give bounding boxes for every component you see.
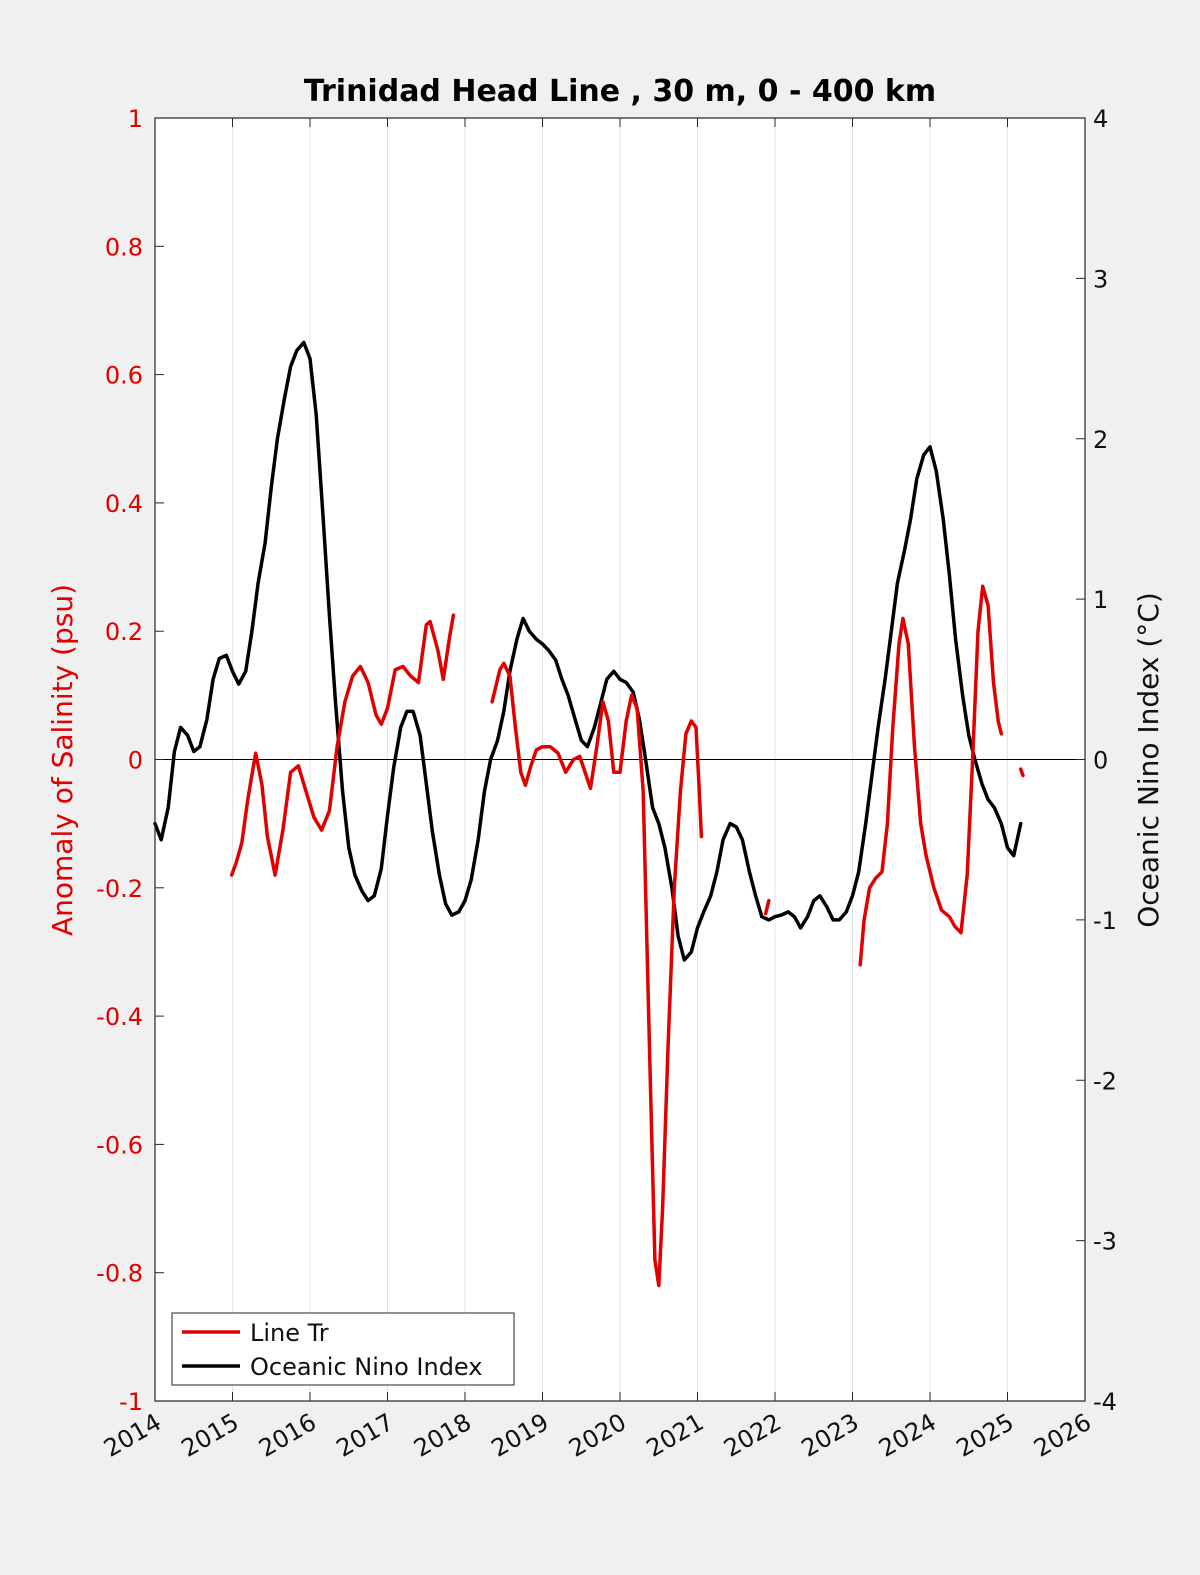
y-right-tick-label: 0	[1093, 747, 1108, 775]
series-line-segment-line-tr	[763, 898, 771, 916]
series-line-segment-line-tr	[1018, 767, 1025, 778]
y-left-tick-label: -0.8	[96, 1260, 143, 1288]
y-left-tick-label: -0.4	[96, 1003, 143, 1031]
legend-box	[171, 1312, 515, 1386]
y-left-tick-label: 0.6	[105, 362, 143, 390]
y-right-tick-label: 2	[1093, 426, 1108, 454]
y-left-tick-label: -0.6	[96, 1131, 143, 1159]
series-line-segment-line-tr	[229, 613, 456, 877]
series-layer	[153, 340, 1025, 1288]
series-line-oceanic-nino-index	[153, 340, 1023, 962]
y-left-tick-label: -0.2	[96, 875, 143, 903]
y-axis-left-label: Anomaly of Salinity (psu)	[46, 584, 79, 936]
y-axis-right-label: Oceanic Nino Index (°C)	[1132, 592, 1165, 928]
y-left-tick-label: 0.8	[105, 233, 143, 261]
y-right-tick-label: 3	[1093, 265, 1108, 293]
y-right-tick-label: 4	[1093, 105, 1108, 133]
y-right-tick-label: -4	[1093, 1388, 1117, 1416]
legend-label-oni: Oceanic Nino Index	[250, 1353, 482, 1381]
y-right-tick-label: -3	[1093, 1228, 1117, 1256]
y-right-tick-label: -2	[1093, 1067, 1117, 1095]
series-line-segment-line-tr	[490, 661, 704, 1288]
series-line-segment-line-tr	[858, 584, 1004, 967]
y-left-tick-label: -1	[119, 1388, 143, 1416]
legend-label-salinity: Line Tr	[250, 1319, 329, 1347]
y-left-tick-label: 1	[128, 105, 143, 133]
chart-title: Trinidad Head Line , 30 m, 0 - 400 km	[304, 74, 936, 109]
y-right-tick-label: 1	[1093, 586, 1108, 614]
y-left-tick-label: 0	[128, 747, 143, 775]
y-left-tick-label: 0.4	[105, 490, 143, 518]
y-left-tick-label: 0.2	[105, 618, 143, 646]
y-right-tick-label: -1	[1093, 907, 1117, 935]
legend: Line Tr Oceanic Nino Index	[171, 1312, 515, 1386]
